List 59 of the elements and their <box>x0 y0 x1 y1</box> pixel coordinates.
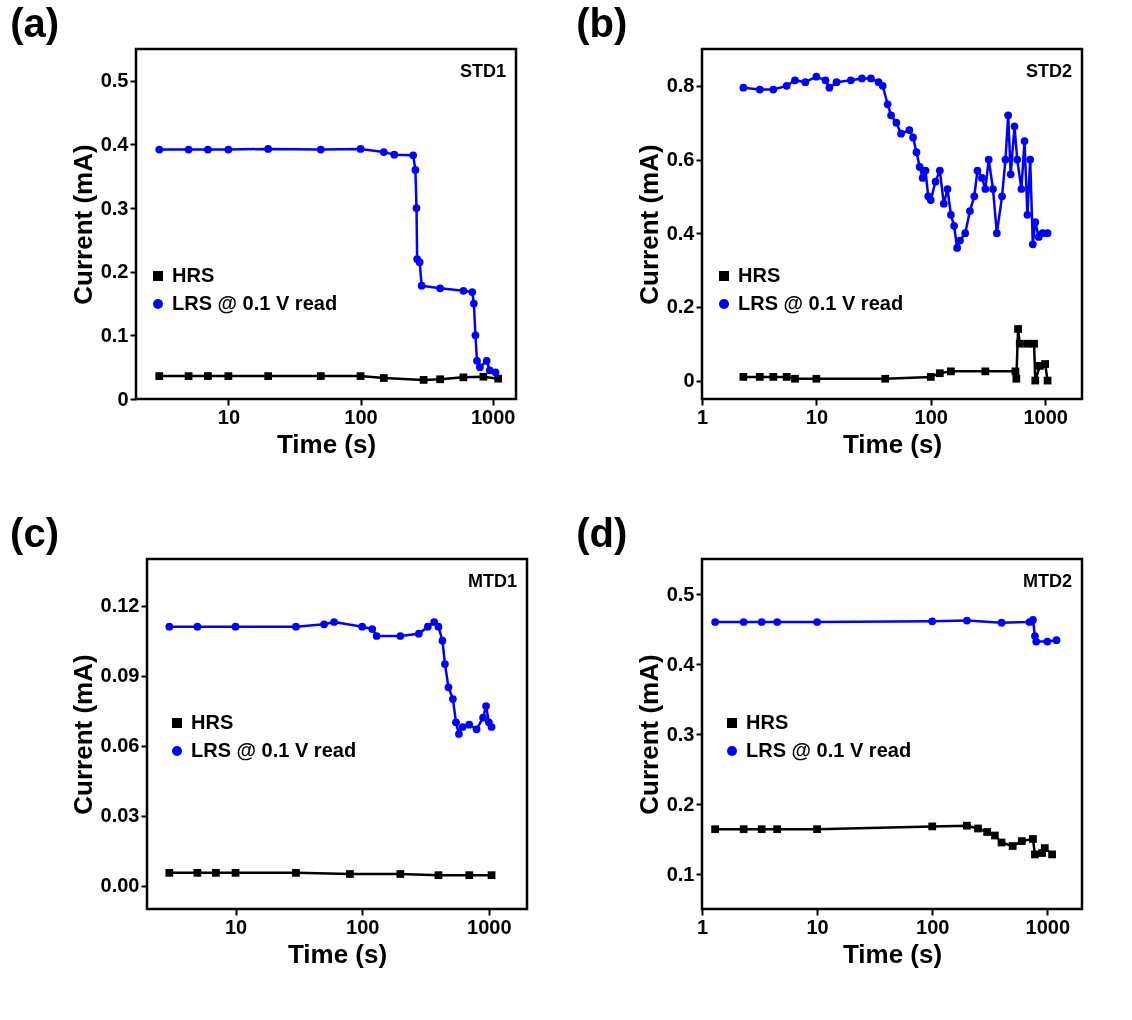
y-tick-label: 0.06 <box>100 734 140 757</box>
y-tick-label: 0.5 <box>100 69 129 92</box>
y-tick-label: 0.12 <box>100 594 140 617</box>
annotation: STD1 <box>459 61 506 81</box>
y-tick-label: 0 <box>117 387 129 410</box>
chart-title: (c) <box>10 511 59 555</box>
y-tick-label: 0.00 <box>100 874 140 897</box>
y-tick-label: 0.1 <box>100 323 129 346</box>
y-tick-label: 0.03 <box>100 804 140 827</box>
legend-label: HRS <box>191 711 234 733</box>
y-axis-title: Current (mA) <box>67 654 98 815</box>
y-tick-label: 0.09 <box>100 664 140 687</box>
x-tick-label: 100 <box>346 915 380 938</box>
annotation: MTD1 <box>468 571 517 591</box>
x-tick-label: 100 <box>914 405 948 428</box>
chart-title: (a) <box>10 1 60 45</box>
annotation: MTD2 <box>1023 571 1072 591</box>
legend-label: HRS <box>746 711 789 733</box>
x-axis-title: Time (s) <box>842 428 943 459</box>
x-tick-label: 10 <box>217 405 241 428</box>
legend-label: LRS @ 0.1 V read <box>746 739 912 761</box>
legend-label: HRS <box>738 264 781 286</box>
y-tick-label: 0.2 <box>666 792 695 815</box>
chart-title: (b) <box>576 1 628 45</box>
x-tick-label: 100 <box>916 915 950 938</box>
y-axis-title: Current (mA) <box>633 654 664 815</box>
x-tick-label: 10 <box>805 405 829 428</box>
x-tick-label: 1000 <box>467 915 512 938</box>
y-tick-label: 0.4 <box>666 652 696 675</box>
x-axis-title: Time (s) <box>287 938 388 969</box>
y-tick-label: 0.4 <box>666 221 696 244</box>
annotation: STD2 <box>1025 61 1072 81</box>
y-tick-label: 0.2 <box>666 295 695 318</box>
x-axis-title: Time (s) <box>276 428 377 459</box>
x-tick-label: 100 <box>344 405 378 428</box>
legend-label: LRS @ 0.1 V read <box>738 292 904 314</box>
y-tick-label: 0.1 <box>666 862 695 885</box>
y-tick-label: 0 <box>683 369 695 392</box>
x-tick-label: 1000 <box>1025 915 1071 938</box>
chart-title: (d) <box>576 511 628 555</box>
x-tick-label: 1000 <box>470 405 516 428</box>
y-tick-label: 0.8 <box>666 74 695 97</box>
y-axis-title: Current (mA) <box>67 144 98 305</box>
legend-label: HRS <box>172 264 215 286</box>
x-tick-label: 1 <box>696 915 709 938</box>
x-tick-label: 1 <box>696 405 709 428</box>
y-tick-label: 0.3 <box>100 196 129 219</box>
y-axis-title: Current (mA) <box>633 144 664 305</box>
x-tick-label: 10 <box>224 915 248 938</box>
x-tick-label: 10 <box>806 915 829 938</box>
y-tick-label: 0.3 <box>666 722 695 745</box>
x-axis-title: Time (s) <box>842 938 943 969</box>
x-tick-label: 1000 <box>1023 405 1068 428</box>
legend-label: LRS @ 0.1 V read <box>191 739 357 761</box>
legend-label: LRS @ 0.1 V read <box>172 292 338 314</box>
y-tick-label: 0.4 <box>100 132 130 155</box>
y-tick-label: 0.6 <box>666 148 695 171</box>
y-tick-label: 0.5 <box>666 582 695 605</box>
y-tick-label: 0.2 <box>100 260 129 283</box>
